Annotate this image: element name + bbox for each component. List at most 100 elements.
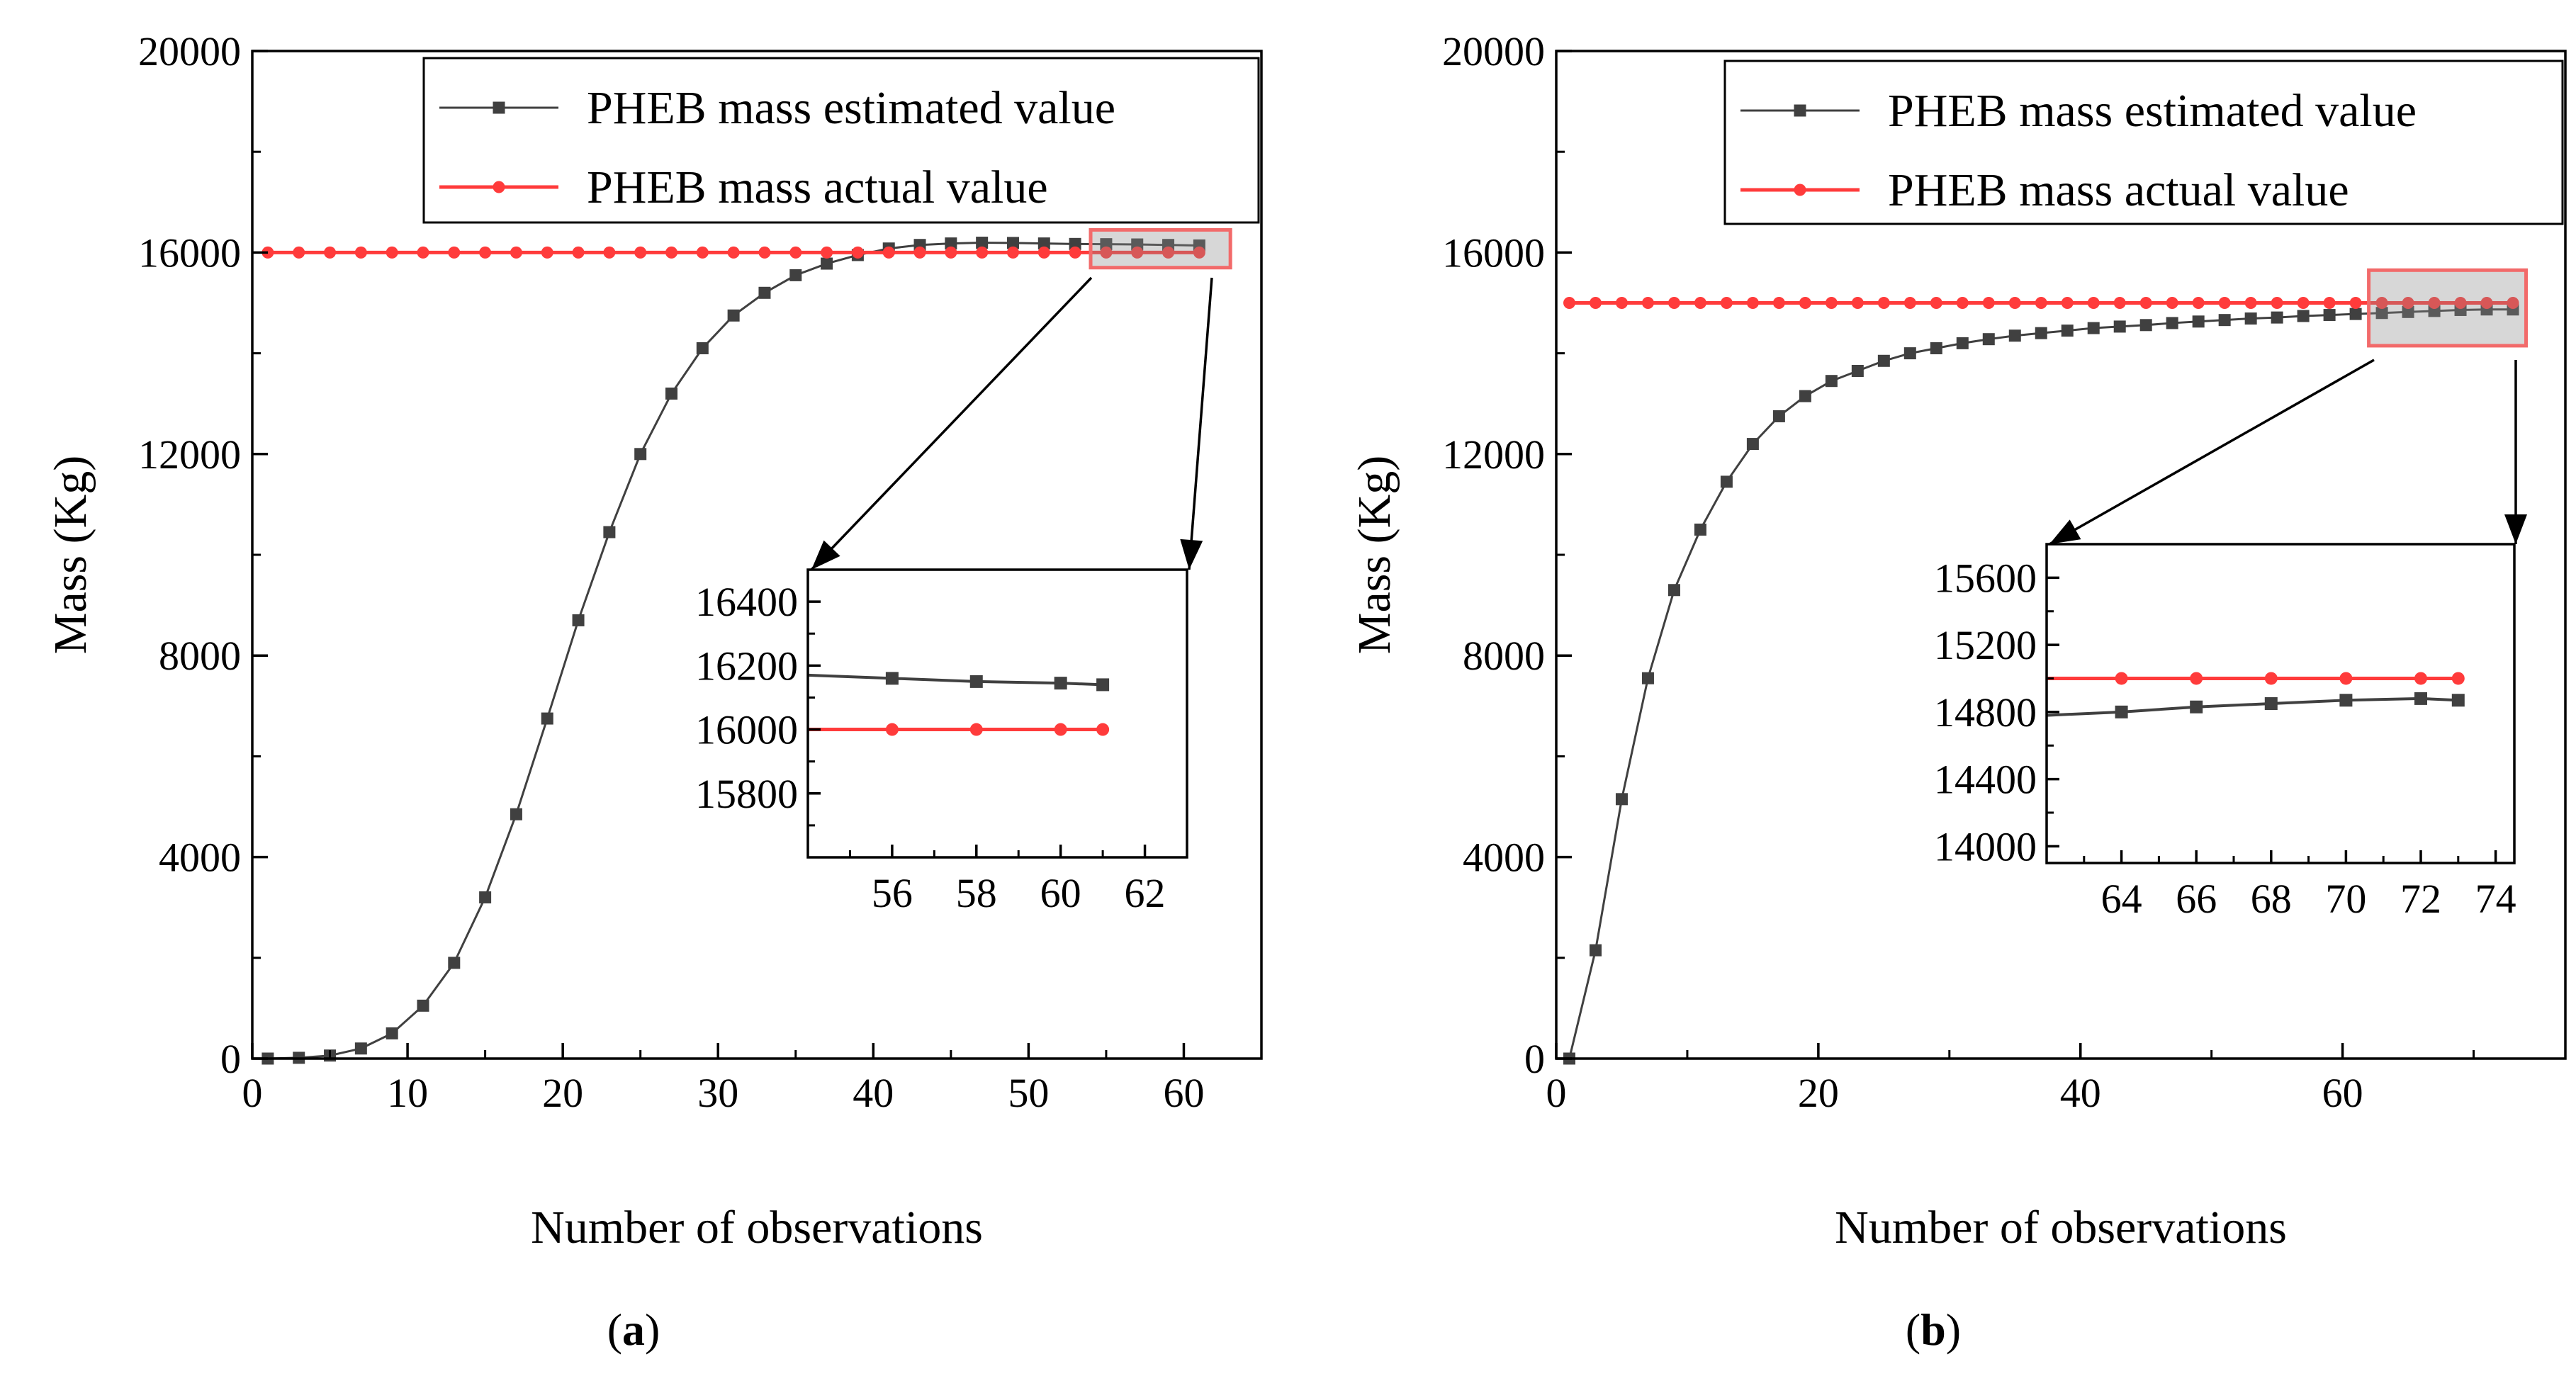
actual-point <box>2349 297 2362 309</box>
estimated-point <box>1772 410 1785 422</box>
actual-point <box>2218 297 2231 309</box>
estimated-point <box>1667 584 1680 597</box>
estimated-point <box>1069 237 1081 250</box>
estimated-point <box>2375 307 2388 320</box>
actual-point <box>2402 297 2414 309</box>
inset-point <box>2339 672 2353 685</box>
legend-marker <box>1794 104 1806 117</box>
estimated-point <box>1877 354 1890 367</box>
x-tick-label: 50 <box>1008 1070 1049 1116</box>
inset-y-tick-label: 14400 <box>1934 757 2037 803</box>
x-tick-label: 0 <box>242 1070 263 1116</box>
inset-y-tick-label: 14000 <box>1934 823 2037 869</box>
actual-point <box>1563 297 1575 309</box>
estimated-point <box>2113 320 2126 333</box>
estimated-point <box>696 342 709 354</box>
estimated-point <box>1825 375 1838 388</box>
chart-panel-a: 0 10 20 30 40 50 60 0 4000 8000 12000 16000 20000 Num… <box>45 28 1263 1355</box>
inset-point <box>885 672 899 685</box>
legend: PHEB mass estimated value PHEB mass actua… <box>1723 60 2564 225</box>
estimated-point <box>1720 475 1733 488</box>
estimated-point <box>2061 325 2074 337</box>
y-tick-label: 4000 <box>1463 835 1545 881</box>
estimated-point <box>2192 315 2205 328</box>
estimated-point <box>572 614 585 626</box>
estimated-point <box>789 269 802 281</box>
estimated-point <box>479 891 492 903</box>
y-tick-label: 12000 <box>1442 432 1545 478</box>
estimated-point <box>2166 317 2178 329</box>
zoom-region-box <box>2367 268 2529 348</box>
actual-point <box>386 246 398 259</box>
estimated-point <box>1903 347 1916 360</box>
y-tick-label: 16000 <box>138 230 241 276</box>
inset-point <box>2414 692 2427 705</box>
inset-point <box>2451 694 2465 707</box>
inset-point <box>2264 672 2278 685</box>
panel-label: (b) <box>1906 1304 1961 1355</box>
actual-point <box>696 246 709 259</box>
inset-x-tick-label: 68 <box>2251 876 2292 922</box>
x-tick-label: 40 <box>853 1070 894 1116</box>
y-tick-label: 0 <box>220 1036 241 1082</box>
panel-label-close: ) <box>645 1304 660 1355</box>
actual-point <box>1772 297 1785 309</box>
zoom-arrow-right <box>1188 277 1213 570</box>
zoom-arrow-left-head <box>2049 519 2081 544</box>
x-tick-label: 20 <box>1798 1070 1839 1116</box>
panel-label-letter: b <box>1920 1304 1946 1355</box>
inset-point <box>1096 723 1110 736</box>
inset-x-tick-label: 66 <box>2176 876 2217 922</box>
actual-point <box>2166 297 2178 309</box>
actual-point <box>1641 297 1654 309</box>
inset-point <box>2190 672 2203 685</box>
actual-point <box>1825 297 1838 309</box>
estimated-point <box>1641 672 1654 684</box>
actual-point <box>2061 297 2074 309</box>
inset-point <box>2451 672 2465 685</box>
actual-point <box>1982 297 1995 309</box>
actual-point <box>1100 246 1113 259</box>
y-tick-label: 4000 <box>159 835 241 881</box>
estimated-point <box>1956 337 1969 349</box>
zoom-arrow-left <box>2049 359 2375 546</box>
inset-y-tick-label: 16000 <box>695 707 798 753</box>
x-axis-title: Number of observations <box>531 1202 983 1253</box>
actual-point <box>2035 297 2047 309</box>
inset-x-tick-label: 60 <box>1040 870 1081 916</box>
panel-label: (a) <box>607 1304 660 1355</box>
actual-point <box>2008 297 2021 309</box>
legend-marker <box>1794 184 1806 196</box>
inset-y-tick-label: 14800 <box>1934 689 2037 735</box>
inset-y-tick-label: 15600 <box>1934 555 2037 601</box>
estimated-point <box>2323 309 2336 322</box>
actual-point <box>1006 246 1019 259</box>
actual-point <box>510 246 522 259</box>
inset-x-tick-label: 58 <box>956 870 997 916</box>
legend-marker <box>493 101 505 114</box>
actual-point <box>1877 297 1890 309</box>
inset-x-tick-label: 56 <box>872 870 913 916</box>
inset-x-tick-label: 64 <box>2101 876 2142 922</box>
legend-entry: PHEB mass actual value <box>587 162 1048 213</box>
zoom-arrow-left-head <box>811 540 840 570</box>
x-axis-title: Number of observations <box>1835 1202 2287 1253</box>
estimated-point <box>1851 364 1864 377</box>
estimated-point <box>1037 237 1050 250</box>
estimated-point <box>386 1027 398 1039</box>
actual-point <box>665 246 678 259</box>
actual-point <box>1069 246 1081 259</box>
actual-point <box>2375 297 2388 309</box>
estimated-point <box>1982 333 1995 346</box>
actual-point <box>448 246 461 259</box>
panel-label-letter: a <box>622 1304 645 1355</box>
estimated-point <box>1799 390 1811 402</box>
actual-point <box>2087 297 2100 309</box>
estimated-point <box>1930 342 1942 354</box>
actual-point <box>882 246 895 259</box>
actual-point <box>1746 297 1759 309</box>
actual-point <box>1903 297 1916 309</box>
legend-entry: PHEB mass actual value <box>1888 164 2349 216</box>
inset-point <box>2190 700 2203 714</box>
zoom-arrow-left <box>810 276 1093 571</box>
